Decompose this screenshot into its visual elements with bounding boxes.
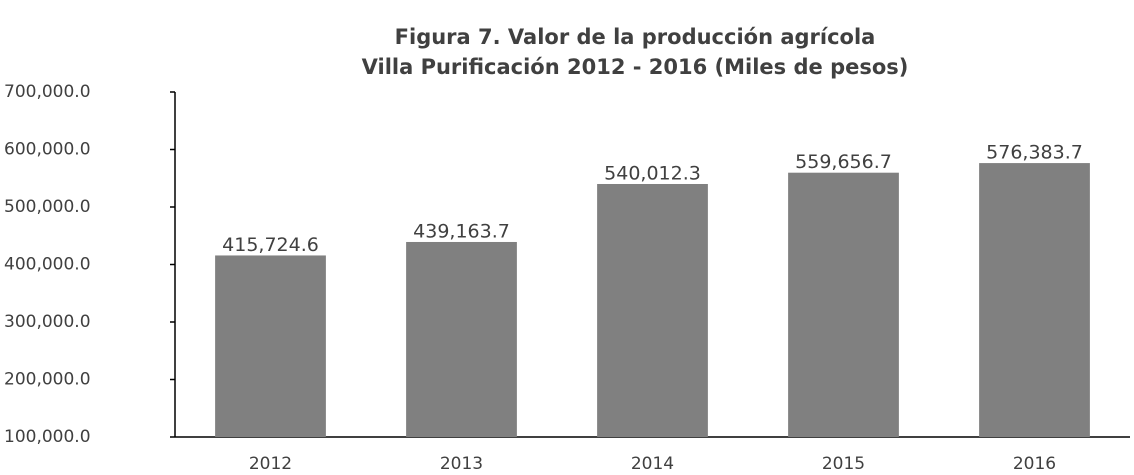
y-tick-label: 600,000.0: [4, 140, 91, 160]
chart-title: Figura 7. Valor de la producción agrícol…: [395, 25, 876, 49]
bar: [979, 163, 1090, 437]
x-tick-label: 2012: [249, 454, 292, 474]
x-tick-label: 2013: [440, 454, 483, 474]
value-label: 559,656.7: [795, 151, 892, 173]
x-tick-label: 2015: [822, 454, 865, 474]
bar: [215, 255, 326, 437]
x-tick-label: 2014: [631, 454, 674, 474]
y-tick-label: 500,000.0: [4, 197, 91, 217]
value-label: 576,383.7: [986, 142, 1083, 164]
y-tick-label: 100,000.0: [4, 427, 91, 447]
x-tick-label: 2016: [1013, 454, 1056, 474]
chart-title: Villa Purificación 2012 - 2016 (Miles de…: [362, 55, 909, 79]
bar: [597, 183, 708, 437]
value-label: 415,724.6: [222, 234, 319, 256]
bar: [788, 172, 899, 438]
bar: [406, 241, 517, 437]
y-tick-label: 700,000.0: [4, 82, 91, 102]
value-label: 439,163.7: [413, 220, 510, 242]
y-tick-label: 400,000.0: [4, 255, 91, 275]
value-label: 540,012.3: [604, 162, 701, 184]
y-tick-label: 200,000.0: [4, 370, 91, 390]
y-tick-label: 300,000.0: [4, 312, 91, 332]
